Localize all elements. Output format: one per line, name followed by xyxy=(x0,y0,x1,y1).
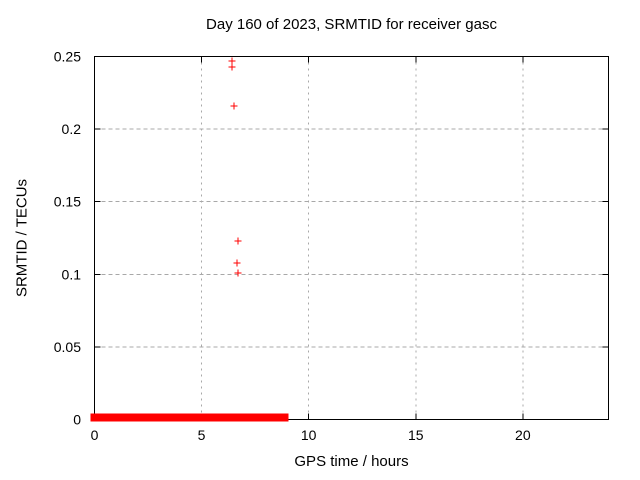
y-tick-label: 0.15 xyxy=(54,194,81,210)
plot-border xyxy=(94,56,609,420)
data-point-marker xyxy=(233,259,241,267)
x-axis-title: GPS time / hours xyxy=(294,453,409,470)
x-tick-label: 10 xyxy=(301,427,317,443)
data-point-marker xyxy=(228,57,236,65)
y-tick-label: 0.25 xyxy=(54,49,81,65)
data-point-marker xyxy=(234,237,242,245)
y-tick-label: 0.2 xyxy=(62,121,82,137)
x-tick-label: 5 xyxy=(198,427,206,443)
y-tick-label: 0.05 xyxy=(54,339,81,355)
x-tick-label: 15 xyxy=(408,427,424,443)
chart-title: Day 160 of 2023, SRMTID for receiver gas… xyxy=(206,16,497,33)
y-tick-label: 0 xyxy=(73,412,81,428)
data-point-marker xyxy=(230,102,238,110)
y-tick-label: 0.1 xyxy=(62,266,82,282)
zero-band xyxy=(90,413,289,422)
x-tick-label: 20 xyxy=(515,427,531,443)
x-tick-label: 0 xyxy=(91,427,99,443)
data-point-marker xyxy=(228,63,236,71)
data-point-marker xyxy=(234,269,242,277)
